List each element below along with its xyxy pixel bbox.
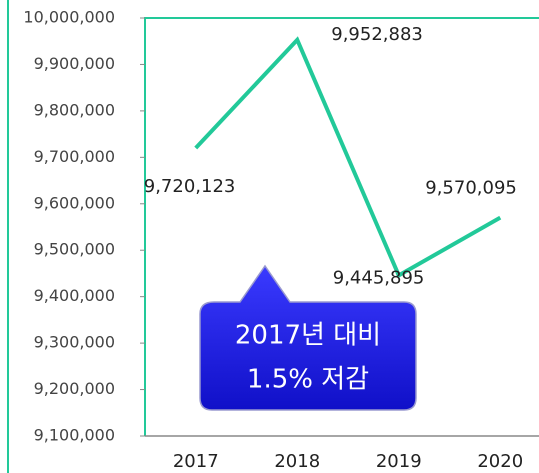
callout-box <box>199 264 417 411</box>
y-tick-label: 9,400,000 <box>34 286 115 305</box>
data-label: 9,720,123 <box>144 176 236 197</box>
y-tick-label: 9,200,000 <box>34 379 115 398</box>
y-tick-label: 9,100,000 <box>34 426 115 445</box>
x-tick-label: 2020 <box>477 451 523 472</box>
data-label: 9,445,895 <box>333 267 425 288</box>
y-tick-label: 10,000,000 <box>23 8 115 27</box>
x-tick-label: 2018 <box>274 451 320 472</box>
data-label: 9,570,095 <box>425 178 517 199</box>
y-tick-label: 9,600,000 <box>34 193 115 212</box>
line <box>194 36 502 279</box>
annotation: 1.5% 저감 <box>247 365 369 395</box>
y-tick-label: 9,700,000 <box>34 147 115 166</box>
annotation: 2017년 대비 <box>235 321 381 351</box>
x-tick-label: 2017 <box>173 451 219 472</box>
y-tick-label: 9,500,000 <box>34 240 115 259</box>
callout: 2017년 대비 1.5% 저감 <box>199 264 417 411</box>
y-tick-label: 9,300,000 <box>34 333 115 352</box>
x-tick-label: 2019 <box>376 451 422 472</box>
data-label: 9,952,883 <box>331 24 423 45</box>
y-tick-label: 9,800,000 <box>34 100 115 119</box>
y-tick-label: 9,900,000 <box>34 54 115 73</box>
